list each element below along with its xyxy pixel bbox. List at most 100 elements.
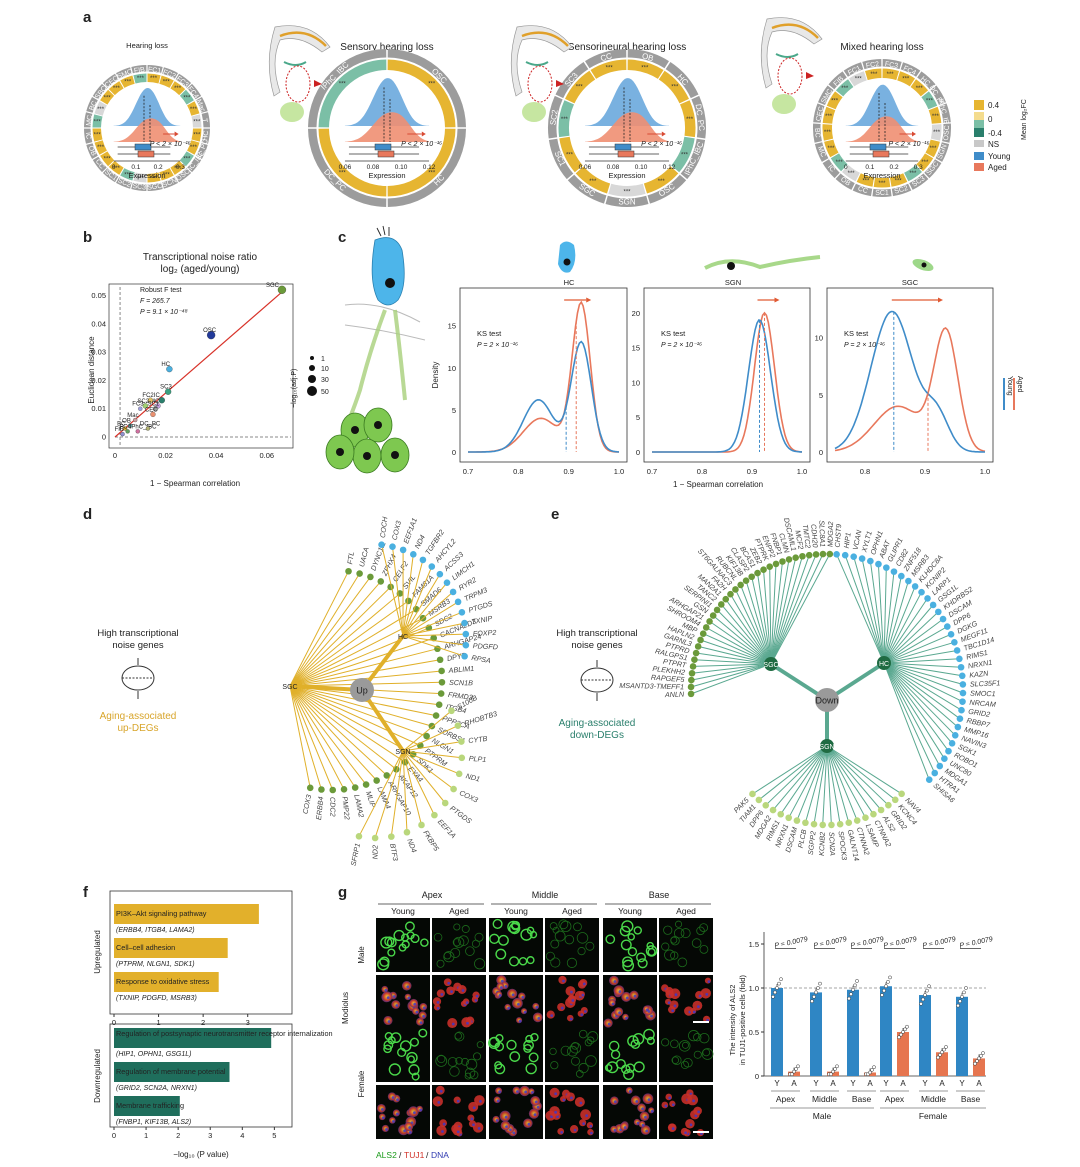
cochlea-wall [510, 25, 573, 97]
dna [465, 1001, 469, 1005]
b-point [125, 429, 130, 434]
c-xtick: 0.8 [697, 467, 707, 476]
gene-node [722, 595, 730, 603]
gene-edge [358, 750, 404, 837]
gene-edge [289, 685, 356, 788]
gene-node [462, 630, 470, 638]
sig-stars: *** [124, 172, 132, 178]
ring-inner-sector [928, 106, 942, 124]
dna [395, 1004, 399, 1007]
cell [495, 991, 503, 998]
legend-title: Mean log₂FC [1021, 99, 1028, 140]
sig-stars: *** [104, 95, 112, 101]
gene-node [890, 568, 898, 575]
cell [474, 932, 484, 942]
cell [573, 922, 582, 932]
g-pval: P = 0.0079 [774, 936, 809, 950]
gene-node [929, 601, 937, 609]
sig-stars: *** [97, 107, 105, 113]
cell [566, 1014, 574, 1022]
g-dot [958, 999, 962, 1004]
ring-sector [828, 71, 847, 90]
gene-edge [289, 637, 434, 687]
cell [585, 1055, 597, 1067]
sig-stars: *** [836, 160, 844, 166]
legend-young: Young [988, 152, 1010, 161]
ring-label: BC [813, 128, 821, 138]
gene-edge [696, 652, 772, 665]
cell [516, 1017, 523, 1024]
cell [669, 1039, 679, 1049]
panel-label-e: e [551, 506, 559, 523]
cell [461, 925, 470, 933]
young-curve [468, 340, 620, 453]
gene-edge [402, 750, 422, 826]
cell [404, 1122, 414, 1132]
cell [433, 932, 443, 942]
organ-corti [525, 61, 549, 66]
g-dot [849, 992, 853, 997]
gene-edge [780, 745, 828, 815]
b-point [142, 403, 149, 409]
cell [693, 1106, 702, 1116]
dna [527, 1122, 531, 1126]
ring-inner-sector [835, 79, 854, 97]
gene-edge [883, 662, 964, 685]
cell [646, 941, 655, 950]
gene-edge [883, 662, 930, 780]
ring-tick: 0.3 [914, 164, 923, 171]
g-pval: P = 0.0079 [813, 936, 848, 950]
cell [439, 1119, 448, 1127]
d-side-2: noise genes [112, 640, 163, 651]
ring-sector [900, 62, 921, 77]
dna [413, 1111, 416, 1115]
gene-edge [402, 554, 414, 637]
ganglion-nucleus [363, 452, 371, 460]
dna [668, 1096, 672, 1100]
gene-label: ND1 [465, 771, 481, 783]
gene-label: SGPP2 [806, 831, 818, 856]
ring-inner-sector [94, 101, 107, 116]
ganglion-nucleus [391, 451, 399, 459]
g-region-label: Base [961, 1094, 981, 1104]
ring-sector [665, 62, 699, 99]
gene-label: SLC8A1 [817, 520, 827, 547]
svg-text:/: / [399, 1150, 402, 1160]
gene-edge [402, 601, 459, 637]
gene-label: COX3 [301, 794, 314, 815]
b-point-label: SC1 [147, 402, 159, 408]
cell [701, 1048, 714, 1060]
sig-stars: *** [878, 181, 886, 187]
gene-edge [765, 745, 828, 806]
g-sex-label: Male [813, 1111, 832, 1121]
cell [613, 1007, 624, 1017]
gene-node [769, 806, 777, 814]
gene-edge [289, 685, 388, 776]
gene-node [438, 667, 445, 675]
ring-inner-sector [558, 100, 574, 138]
cell [493, 1096, 501, 1104]
ring-inner-sector [187, 101, 200, 116]
gene-label: EEF1A [436, 817, 458, 840]
g-dot [831, 1069, 835, 1074]
dna [625, 1016, 628, 1020]
gene-node [373, 777, 380, 784]
cell [474, 958, 486, 970]
highlight-arrow [806, 72, 814, 79]
panel-label-c: c [338, 229, 346, 246]
cell [377, 958, 390, 971]
gene-edge [770, 554, 817, 665]
c-frame [826, 287, 994, 463]
dna [623, 1126, 627, 1129]
b-ytick: 0.02 [91, 376, 106, 385]
dna [436, 1001, 440, 1004]
cell [692, 1000, 703, 1011]
ring-inner-sector [191, 114, 202, 128]
cell [496, 982, 505, 991]
gene-label: PTGDS [448, 804, 473, 826]
gene-edge [691, 663, 772, 674]
gene-edge [770, 556, 803, 665]
dna [590, 1131, 593, 1135]
g-dot [886, 979, 890, 984]
micrograph [659, 1028, 713, 1082]
